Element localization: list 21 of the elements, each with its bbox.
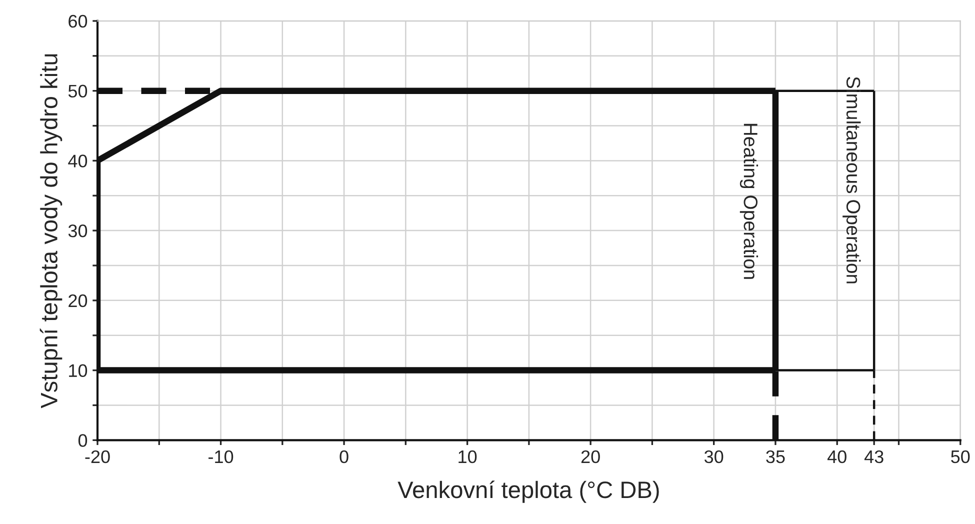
- x-axis-title: Venkovní teplota (°C DB): [398, 480, 659, 503]
- x-tick-label: 40: [827, 450, 846, 464]
- y-tick-label: 60: [68, 14, 88, 28]
- y-tick-label: 50: [68, 84, 88, 98]
- y-axis-title: Vstupní teplota vody do hydro kitu: [40, 54, 62, 408]
- y-tick-label: 0: [78, 434, 88, 447]
- x-tick-label: 35: [766, 450, 785, 464]
- x-tick-label: 10: [458, 450, 477, 464]
- annotation: Simultaneous Operation: [842, 76, 861, 284]
- x-tick-label: 0: [340, 450, 348, 464]
- x-tick-label: -20: [85, 450, 110, 464]
- y-tick-label: 10: [69, 364, 88, 378]
- x-tick-label: 30: [704, 450, 724, 464]
- x-tick-label: 20: [581, 450, 600, 464]
- y-tick-label: 20: [68, 294, 88, 308]
- y-tick-label: 40: [68, 154, 88, 168]
- x-tick-label: -10: [208, 450, 234, 464]
- annotation: Heating Operation: [740, 124, 758, 279]
- x-tick-label: 50: [951, 450, 970, 464]
- y-tick-label: 30: [68, 224, 88, 238]
- x-tick-label: 43: [864, 450, 884, 464]
